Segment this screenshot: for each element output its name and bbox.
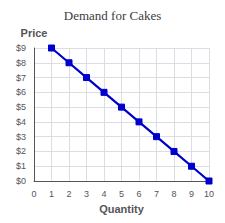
svg-text:Quantity: Quantity — [99, 203, 144, 215]
svg-text:1: 1 — [49, 189, 54, 199]
svg-text:2: 2 — [66, 189, 71, 199]
svg-text:4: 4 — [101, 189, 106, 199]
svg-text:$0: $0 — [16, 176, 26, 186]
svg-text:Price: Price — [21, 27, 48, 39]
svg-text:$5: $5 — [16, 102, 26, 112]
svg-text:$4: $4 — [16, 117, 26, 127]
svg-text:9: 9 — [189, 189, 194, 199]
svg-text:0: 0 — [31, 189, 36, 199]
svg-text:Demand for Cakes: Demand for Cakes — [64, 8, 161, 23]
svg-text:$3: $3 — [16, 132, 26, 142]
svg-text:7: 7 — [154, 189, 159, 199]
svg-text:$8: $8 — [16, 58, 26, 68]
svg-text:5: 5 — [119, 189, 124, 199]
svg-text:6: 6 — [136, 189, 141, 199]
svg-text:3: 3 — [84, 189, 89, 199]
svg-text:$9: $9 — [16, 43, 26, 53]
svg-text:$7: $7 — [16, 73, 26, 83]
svg-text:$6: $6 — [16, 87, 26, 97]
svg-text:10: 10 — [204, 189, 214, 199]
svg-text:$1: $1 — [16, 161, 26, 171]
svg-text:$2: $2 — [16, 146, 26, 156]
svg-text:8: 8 — [171, 189, 176, 199]
